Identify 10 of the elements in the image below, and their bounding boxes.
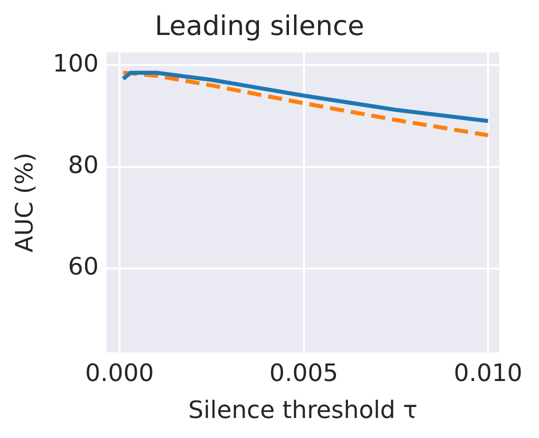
x-tick-label: 0.000 xyxy=(85,359,154,388)
chart-title: Leading silence xyxy=(154,11,364,42)
line-series xyxy=(121,70,490,138)
y-tick-label: 80 xyxy=(68,151,99,180)
x-tick-label: 0.010 xyxy=(454,359,522,388)
y-tick-label: 100 xyxy=(52,49,99,78)
y-tick-label: 60 xyxy=(68,252,99,281)
x-tick-label: 0.005 xyxy=(269,359,338,388)
x-axis-title: Silence threshold τ xyxy=(188,396,418,424)
y-axis-title: AUC (%) xyxy=(10,152,39,252)
